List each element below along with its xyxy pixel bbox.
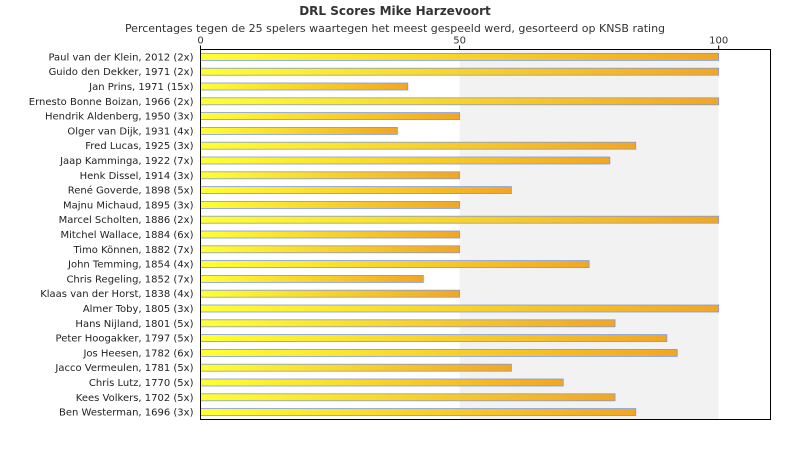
category-label: Ben Westerman, 1696 (3x) <box>59 408 194 419</box>
category-label: Henk Dissel, 1914 (3x) <box>80 171 194 182</box>
bar <box>200 319 616 328</box>
category-labels: Paul van der Klein, 2012 (2x) Guido den D… <box>29 52 194 418</box>
x-axis-ticks: 0 50 100 <box>197 36 728 50</box>
bar <box>200 82 409 91</box>
bar <box>200 186 512 195</box>
bar <box>200 289 460 298</box>
category-label: Jaap Kamminga, 1922 (7x) <box>59 156 193 167</box>
chart-title: DRL Scores Mike Harzevoort <box>299 4 491 18</box>
bar <box>200 230 460 239</box>
category-label: Chris Lutz, 1770 (5x) <box>89 378 194 389</box>
category-label: Mitchel Wallace, 1884 (6x) <box>60 230 193 241</box>
category-label: Majnu Michaud, 1895 (3x) <box>63 200 194 211</box>
bar <box>200 393 616 402</box>
grid-bands <box>200 49 771 420</box>
tick-label: 0 <box>197 36 203 47</box>
bar <box>200 112 460 120</box>
bar <box>200 97 720 106</box>
category-label: Guido den Dekker, 1971 (2x) <box>49 67 194 78</box>
bar <box>200 348 678 357</box>
bar <box>200 408 637 417</box>
bar <box>200 334 668 343</box>
category-label: Ernesto Bonne Boizan, 1966 (2x) <box>29 97 194 108</box>
category-label: Timo Können, 1882 (7x) <box>72 245 193 256</box>
chart-subtitle: Percentages tegen de 25 spelers waartege… <box>124 22 666 35</box>
bar <box>200 274 424 283</box>
category-label: Klaas van der Horst, 1838 (4x) <box>40 289 193 300</box>
category-label: Hans Nijland, 1801 (5x) <box>75 319 193 330</box>
bar <box>200 200 460 209</box>
bar <box>200 260 590 269</box>
grid-band <box>718 49 771 420</box>
bar <box>200 53 720 61</box>
category-label: Paul van der Klein, 2012 (2x) <box>48 52 193 63</box>
category-label: Marcel Scholten, 1886 (2x) <box>59 215 194 226</box>
bar <box>200 245 460 254</box>
bar <box>200 156 611 165</box>
grid-band <box>459 49 719 420</box>
category-label: Jacco Vermeulen, 1781 (5x) <box>54 363 193 374</box>
bar <box>200 363 512 372</box>
bar <box>200 304 720 313</box>
bar <box>200 378 564 387</box>
category-label: René Goverde, 1898 (5x) <box>68 185 194 197</box>
bar <box>200 67 720 76</box>
category-label: Hendrik Aldenberg, 1950 (3x) <box>45 112 194 123</box>
category-label: Fred Lucas, 1925 (3x) <box>85 141 193 152</box>
category-label: Jos Heesen, 1782 (6x) <box>82 348 193 359</box>
tick-label: 100 <box>709 36 728 47</box>
category-label: John Temming, 1854 (4x) <box>67 260 194 271</box>
bar <box>200 141 637 150</box>
category-label: Jan Prins, 1971 (15x) <box>88 82 193 93</box>
plot-frame <box>200 49 771 420</box>
category-label: Olger van Dijk, 1931 (4x) <box>67 126 193 137</box>
bar <box>200 215 720 224</box>
category-label: Kees Volkers, 1702 (5x) <box>76 393 194 404</box>
bar <box>200 127 398 135</box>
category-label: Chris Regeling, 1852 (7x) <box>66 274 193 285</box>
bar <box>200 171 460 180</box>
tick-label: 50 <box>453 36 466 47</box>
category-label: Almer Toby, 1805 (3x) <box>83 304 194 315</box>
category-label: Peter Hoogakker, 1797 (5x) <box>56 334 194 345</box>
